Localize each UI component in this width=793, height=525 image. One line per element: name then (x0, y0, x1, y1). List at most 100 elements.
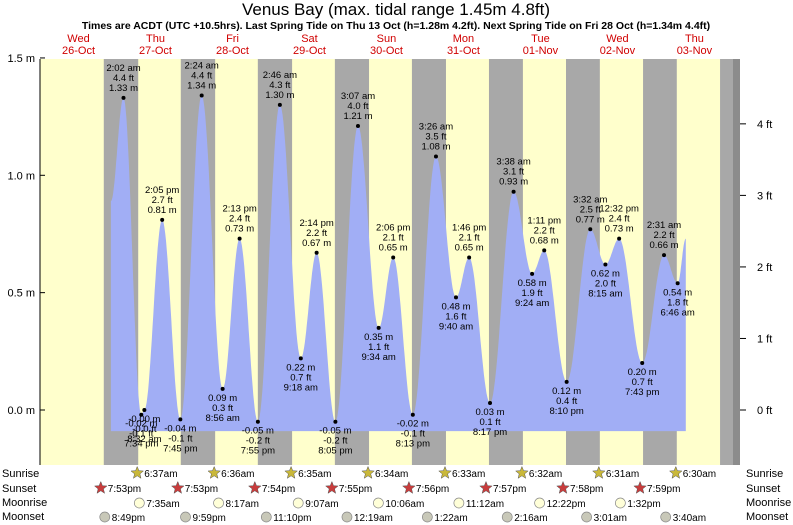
row-label-right: Moonset (746, 511, 788, 523)
sunset-icon (402, 480, 416, 494)
tide-label: 0.67 m (302, 238, 331, 249)
chart-subtitle: Times are ACDT (UTC +10.5hrs). Last Spri… (82, 20, 710, 32)
tide-label: 0.54 m (663, 287, 692, 298)
day-band (40, 59, 104, 465)
day-date: 01-Nov (523, 45, 559, 57)
tide-label: 1:46 pm (452, 222, 486, 233)
tide-label: 8:32 am (127, 434, 161, 445)
tide-label: 4.3 ft (269, 80, 290, 91)
moonset-icon (581, 511, 592, 523)
moonset-icon (260, 511, 272, 523)
tide-label: 0.22 m (286, 362, 315, 373)
sunset-time: 7:57pm (493, 484, 526, 495)
day-weekday: Sun (377, 33, 397, 45)
tide-label: 1.6 ft (445, 311, 466, 322)
tide-label: 8:17 pm (473, 427, 507, 438)
tide-point (237, 236, 242, 241)
tide-label: 2.1 ft (459, 232, 480, 243)
y-tick-label-ft: 4 ft (757, 119, 772, 131)
tide-label: 1.1 ft (368, 342, 389, 353)
sunset-icon (479, 480, 493, 494)
tide-point (662, 253, 667, 258)
tide-label: 1.08 m (421, 142, 450, 153)
moonset-icon (660, 511, 672, 523)
moonrise-icon (453, 497, 465, 509)
sunrise-icon (515, 465, 529, 479)
moonrise-time: 11:12am (466, 499, 504, 510)
tide-label: 9:40 am (439, 321, 473, 332)
tide-label: 0.65 m (379, 242, 408, 253)
moonrise-time: 12:22pm (547, 499, 586, 510)
y-tick-label-ft: 1 ft (757, 333, 772, 345)
tide-point (139, 412, 144, 417)
sunrise-icon (207, 465, 221, 479)
tide-label: 7:55 pm (241, 446, 275, 457)
tide-label: 2:14 pm (299, 218, 333, 229)
tide-point (433, 154, 438, 159)
sunset-icon (325, 480, 339, 494)
tide-point (488, 400, 493, 405)
sunrise-icon (130, 465, 145, 479)
tide-point (511, 189, 516, 194)
tide-label: -0.1 ft (401, 429, 426, 440)
tide-label: 0.7 ft (290, 372, 311, 383)
sunset-time: 7:53pm (185, 484, 218, 495)
sunset-icon (633, 480, 647, 494)
sunrise-time: 6:37am (144, 469, 177, 480)
tide-label: 3:26 am (419, 122, 453, 133)
tide-label: -0.2 ft (323, 436, 348, 447)
moonrise-time: 9:07am (305, 499, 338, 510)
sunset-icon (247, 480, 262, 494)
tide-label: 0.20 m (628, 367, 657, 378)
sunrise-time: 6:34am (375, 469, 408, 480)
tide-label: 12:32 pm (599, 204, 639, 215)
tide-label: 2:31 am (647, 220, 681, 231)
tide-label: 2.1 ft (383, 232, 404, 243)
sunrise-time: 6:30am (683, 469, 716, 480)
tide-label: -0.04 m (164, 423, 196, 434)
day-date: 26-Oct (62, 45, 95, 57)
moonset-icon (180, 511, 191, 523)
tide-point (564, 379, 569, 384)
tide-label: 0.81 m (148, 205, 177, 216)
tide-label: 0.93 m (499, 177, 528, 188)
tide-point (617, 236, 622, 241)
day-date: 03-Nov (677, 45, 713, 57)
tide-label: 1.8 ft (667, 297, 688, 308)
tide-label: 8:13 pm (396, 439, 430, 450)
tide-label: 2:24 am (185, 61, 219, 72)
sunrise-icon (284, 465, 298, 479)
day-date: 02-Nov (600, 45, 636, 57)
tide-label: 4.4 ft (191, 71, 212, 82)
tide-area (110, 95, 686, 432)
tide-label: 0.12 m (552, 386, 581, 397)
tide-label: -0.02 m (125, 419, 157, 430)
moonrise-time: 1:32pm (627, 499, 660, 510)
tide-label: 9:24 am (515, 298, 549, 309)
moonrise-icon (292, 497, 304, 509)
sunrise-time: 6:35am (298, 469, 331, 480)
row-label-left: Sunset (2, 483, 36, 495)
tide-label: -0.2 ft (246, 436, 271, 447)
y-tick-label-ft: 0 ft (757, 405, 772, 417)
tide-label: -0.05 m (319, 426, 351, 437)
y-tick-label-ft: 3 ft (757, 190, 772, 202)
moonrise-icon (373, 497, 384, 509)
tide-label: 0.66 m (649, 240, 678, 251)
tide-label: 1.33 m (109, 83, 138, 94)
tide-point (530, 271, 535, 276)
tide-point (542, 248, 547, 253)
tide-label: 3.5 ft (425, 132, 446, 143)
moonset-time: 9:59pm (193, 513, 226, 524)
sun-moon-rows: Sunrise Sunrise Sunset Sunset Moonrise Moonri… (2, 465, 791, 524)
tide-label: 0.3 ft (212, 403, 233, 414)
row-label-left: Moonrise (2, 497, 47, 509)
tide-label: 2:13 pm (222, 204, 256, 215)
tide-label: 0.73 m (605, 224, 634, 235)
moonset-time: 3:40am (673, 513, 706, 524)
tide-label: 9:18 am (284, 382, 318, 393)
tide-label: 2.2 ft (653, 230, 674, 241)
moonrise-icon (213, 497, 224, 509)
day-date: 31-Oct (447, 45, 480, 57)
tide-label: 0.03 m (475, 407, 504, 418)
